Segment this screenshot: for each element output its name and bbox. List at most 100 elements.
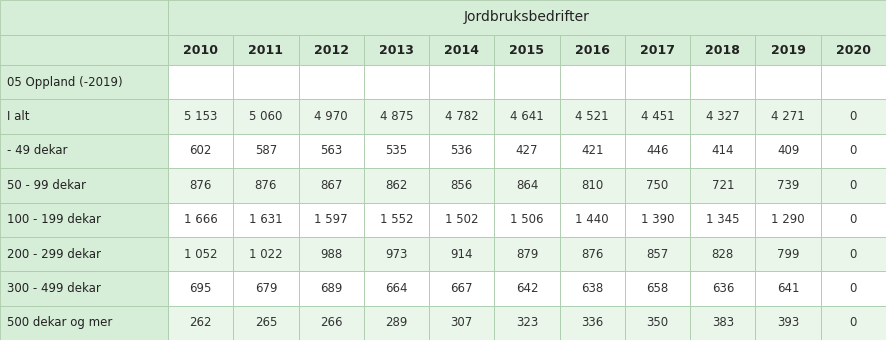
Bar: [364, 35, 429, 65]
Bar: [625, 99, 690, 134]
Text: 2018: 2018: [705, 44, 741, 56]
Text: 636: 636: [711, 282, 734, 295]
Bar: [690, 237, 756, 271]
Text: 262: 262: [190, 316, 212, 329]
Bar: [299, 134, 364, 168]
Bar: [364, 99, 429, 134]
Text: 323: 323: [516, 316, 538, 329]
Bar: [233, 306, 299, 340]
Bar: [494, 203, 560, 237]
Bar: [820, 237, 886, 271]
Bar: [690, 168, 756, 203]
Text: 2012: 2012: [314, 44, 349, 56]
Text: 721: 721: [711, 179, 734, 192]
Bar: [168, 306, 233, 340]
Bar: [820, 168, 886, 203]
Bar: [756, 168, 820, 203]
Text: 289: 289: [385, 316, 408, 329]
Text: 862: 862: [385, 179, 408, 192]
Bar: [494, 134, 560, 168]
Text: 1 390: 1 390: [641, 213, 674, 226]
Text: 876: 876: [581, 248, 603, 260]
Bar: [364, 203, 429, 237]
Bar: [820, 203, 886, 237]
Bar: [299, 237, 364, 271]
Text: 0: 0: [850, 316, 857, 329]
Text: 50 - 99 dekar: 50 - 99 dekar: [7, 179, 86, 192]
Text: 856: 856: [451, 179, 473, 192]
Text: 1 440: 1 440: [576, 213, 609, 226]
Text: 0: 0: [850, 110, 857, 123]
Text: 5 060: 5 060: [249, 110, 283, 123]
Bar: [233, 237, 299, 271]
Bar: [429, 99, 494, 134]
Text: 2015: 2015: [509, 44, 545, 56]
Bar: [560, 203, 625, 237]
Text: 393: 393: [777, 316, 799, 329]
Bar: [364, 237, 429, 271]
Bar: [820, 65, 886, 99]
Text: 1 502: 1 502: [445, 213, 478, 226]
Bar: [168, 237, 233, 271]
Bar: [625, 134, 690, 168]
Bar: [560, 134, 625, 168]
Text: 200 - 299 dekar: 200 - 299 dekar: [7, 248, 101, 260]
Text: 265: 265: [254, 316, 277, 329]
Text: 563: 563: [320, 144, 342, 157]
Bar: [494, 237, 560, 271]
Bar: [756, 134, 820, 168]
Text: 857: 857: [647, 248, 669, 260]
Bar: [364, 306, 429, 340]
Text: 0: 0: [850, 179, 857, 192]
Bar: [168, 271, 233, 306]
Bar: [625, 168, 690, 203]
Text: 679: 679: [254, 282, 277, 295]
Bar: [429, 168, 494, 203]
Bar: [690, 271, 756, 306]
Bar: [364, 271, 429, 306]
Bar: [168, 0, 886, 35]
Text: 695: 695: [190, 282, 212, 295]
Bar: [0, 134, 168, 168]
Bar: [233, 99, 299, 134]
Text: 1 022: 1 022: [249, 248, 283, 260]
Bar: [0, 99, 168, 134]
Bar: [756, 306, 820, 340]
Bar: [494, 35, 560, 65]
Bar: [299, 203, 364, 237]
Text: 750: 750: [647, 179, 669, 192]
Text: 664: 664: [385, 282, 408, 295]
Text: 4 451: 4 451: [641, 110, 674, 123]
Bar: [820, 99, 886, 134]
Text: 4 271: 4 271: [771, 110, 805, 123]
Text: 4 875: 4 875: [380, 110, 413, 123]
Text: 2014: 2014: [444, 44, 479, 56]
Text: 0: 0: [850, 282, 857, 295]
Bar: [299, 271, 364, 306]
Text: 0: 0: [850, 144, 857, 157]
Bar: [625, 65, 690, 99]
Text: 2011: 2011: [248, 44, 284, 56]
Text: 2019: 2019: [771, 44, 805, 56]
Text: 536: 536: [451, 144, 473, 157]
Text: 307: 307: [451, 316, 473, 329]
Bar: [560, 168, 625, 203]
Text: 1 597: 1 597: [315, 213, 348, 226]
Bar: [494, 65, 560, 99]
Bar: [625, 271, 690, 306]
Bar: [429, 134, 494, 168]
Bar: [756, 65, 820, 99]
Bar: [0, 306, 168, 340]
Text: 427: 427: [516, 144, 539, 157]
Text: 587: 587: [255, 144, 277, 157]
Bar: [299, 65, 364, 99]
Text: 5 153: 5 153: [184, 110, 217, 123]
Bar: [233, 134, 299, 168]
Text: 4 521: 4 521: [576, 110, 609, 123]
Text: 1 290: 1 290: [772, 213, 804, 226]
Bar: [756, 271, 820, 306]
Bar: [168, 35, 233, 65]
Bar: [494, 168, 560, 203]
Text: 638: 638: [581, 282, 603, 295]
Text: 1 345: 1 345: [706, 213, 740, 226]
